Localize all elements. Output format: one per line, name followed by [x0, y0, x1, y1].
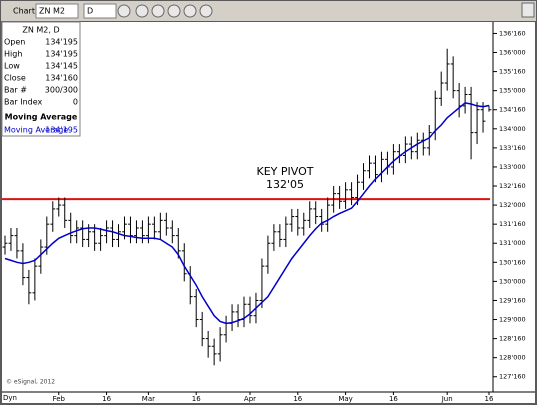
study-label: Moving Average	[4, 126, 68, 135]
y-tick-label: 136'000	[499, 49, 526, 57]
y-tick-label: 134'000	[499, 125, 526, 133]
toolbar-button[interactable]	[183, 4, 197, 18]
data-window-title: ZN M2, D	[22, 26, 59, 35]
data-window-value: 300/300	[45, 86, 78, 95]
data-window-value: 134'160	[45, 74, 78, 83]
x-tick-label: Apr	[244, 395, 256, 403]
data-window-value: 134'145	[45, 62, 78, 71]
interval-input[interactable]	[83, 3, 117, 19]
x-tick-label: 16	[293, 395, 302, 403]
y-tick-label: 135'000	[499, 87, 526, 95]
y-tick-label: 135'160	[499, 68, 526, 76]
data-window-label: Low	[4, 62, 20, 71]
x-tick-label: 16	[192, 395, 201, 403]
y-tick-label: 129'000	[499, 316, 526, 324]
y-tick-label: 130'000	[499, 277, 526, 285]
data-window-label: Bar #	[4, 86, 27, 95]
data-window-label: Bar Index	[4, 98, 43, 107]
data-window-label: Open	[4, 38, 25, 47]
data-window-box	[1, 21, 81, 137]
data-window-rows: Open 134'195 High 134'195 Low 134'145 Close 134…	[4, 38, 78, 107]
symbol-input[interactable]	[35, 3, 79, 19]
study-value: 134'195	[45, 126, 78, 135]
price-axis	[493, 22, 535, 392]
y-tick-label: 132'000	[499, 201, 526, 209]
toolbar-label: Chart:	[13, 7, 38, 16]
data-window-label: Close	[4, 74, 26, 83]
x-tick-label: 16	[485, 395, 494, 403]
time-axis	[2, 392, 535, 403]
y-tick-label: 132'160	[499, 182, 526, 190]
y-tick-label: 127'160	[499, 373, 526, 381]
y-tick-label: 128'000	[499, 354, 526, 362]
y-tick-label: 129'160	[499, 296, 526, 304]
pivot-value: 132'05	[266, 178, 304, 191]
x-tick-label: Mar	[142, 395, 155, 403]
y-tick-label: 133'160	[499, 144, 526, 152]
y-tick-label: 128'160	[499, 335, 526, 343]
plot-area	[2, 22, 493, 392]
y-tick-label: 136'160	[499, 29, 526, 37]
close-button[interactable]	[521, 2, 535, 18]
x-tick-label: 16	[102, 395, 111, 403]
y-tick-label: 131'160	[499, 220, 526, 228]
toolbar-button[interactable]	[151, 4, 165, 18]
toolbar	[1, 1, 536, 21]
data-window-value: 0	[73, 98, 78, 107]
y-tick-label: 130'160	[499, 258, 526, 266]
x-tick-label: May	[338, 395, 352, 403]
toolbar-button[interactable]	[167, 4, 181, 18]
corner-label: Dyn	[3, 394, 17, 402]
x-tick-label: Jun	[441, 395, 453, 403]
pivot-label: KEY PIVOT	[257, 165, 314, 178]
toolbar-button[interactable]	[135, 4, 149, 18]
toolbar-button[interactable]	[117, 4, 131, 18]
x-tick-label: 16	[389, 395, 398, 403]
data-window-label: High	[4, 50, 22, 59]
data-window-value: 134'195	[45, 38, 78, 47]
y-tick-label: 131'000	[499, 239, 526, 247]
symbol-text: ZN M2	[39, 7, 65, 16]
study-name: Moving Average	[5, 113, 78, 122]
moving-average-line	[4, 102, 490, 325]
plot: 136'160 136'000 135'160 135'000 134'160 134'0…	[2, 29, 526, 403]
interval-text: D	[87, 7, 93, 16]
y-tick-label: 133'000	[499, 163, 526, 171]
data-window: ZN M2, D Open 134'195 High 134'195 Low 134'14…	[1, 21, 81, 137]
toolbar-button[interactable]	[199, 4, 213, 18]
x-tick-label: Feb	[53, 395, 66, 403]
y-tick-label: 134'160	[499, 106, 526, 114]
copyright: © eSignal, 2012	[6, 379, 55, 386]
data-window-value: 134'195	[45, 50, 78, 59]
